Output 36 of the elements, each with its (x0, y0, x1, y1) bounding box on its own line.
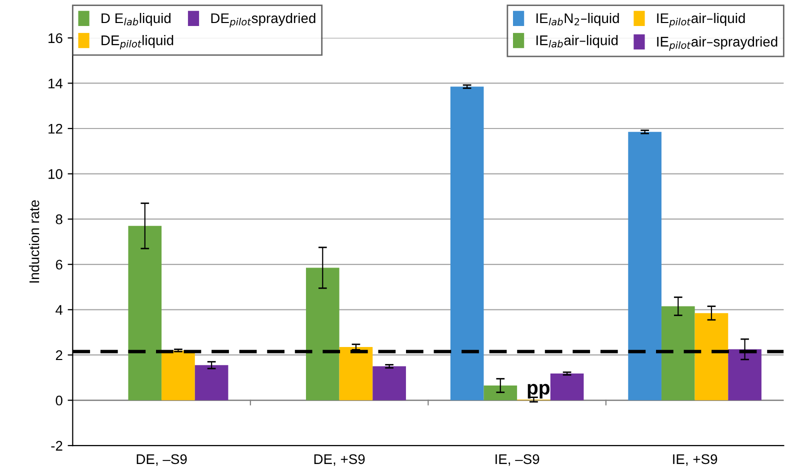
bar (550, 374, 584, 400)
y-tick-label: -2 (51, 440, 62, 451)
legend-label: IE$_{lab}$N$_{2}$–liquid (536, 12, 619, 26)
x-tick-label: IE, +S9 (673, 454, 718, 466)
legend-label: DE$_{pilot}$liquid (102, 35, 174, 50)
bar (628, 132, 662, 400)
bar (372, 366, 406, 400)
bar (694, 313, 728, 400)
y-tick-label: 4 (56, 305, 63, 315)
y-tick-label: 14 (48, 78, 63, 88)
y-tick-label: 16 (48, 33, 62, 44)
y-tick-label: 2 (56, 350, 62, 360)
legend-label: IE$_{lab}$air–liquid (536, 35, 618, 48)
bar (450, 86, 484, 400)
legend-label: DE$_{pilot}$spraydried (211, 12, 316, 28)
bar (306, 268, 340, 400)
bar (661, 306, 695, 400)
bar (728, 349, 762, 400)
legend-label: IE$_{pilot}$air–liquid (657, 12, 745, 28)
y-tick-label: 0 (56, 396, 62, 406)
x-tick-label: IE, –S9 (496, 454, 540, 466)
bar (162, 350, 195, 400)
y-tick-label: 10 (48, 169, 62, 179)
y-tick-label: 6 (56, 260, 62, 270)
bar (128, 226, 162, 400)
x-tick-label: DE, –S9 (136, 454, 187, 466)
bar (484, 386, 518, 400)
y-tick-label: 12 (48, 124, 62, 134)
y-tick-label: 8 (56, 214, 62, 224)
bar (194, 365, 228, 400)
annotation: pp (528, 384, 550, 398)
x-tick-label: DE, +S9 (314, 454, 365, 466)
bar (339, 347, 373, 400)
legend-label: D E$_{lab}$liquid (102, 12, 170, 26)
y-axis-title: Induction rate (29, 200, 40, 283)
legend-label: IE$_{pilot}$air–spraydried (657, 36, 778, 51)
